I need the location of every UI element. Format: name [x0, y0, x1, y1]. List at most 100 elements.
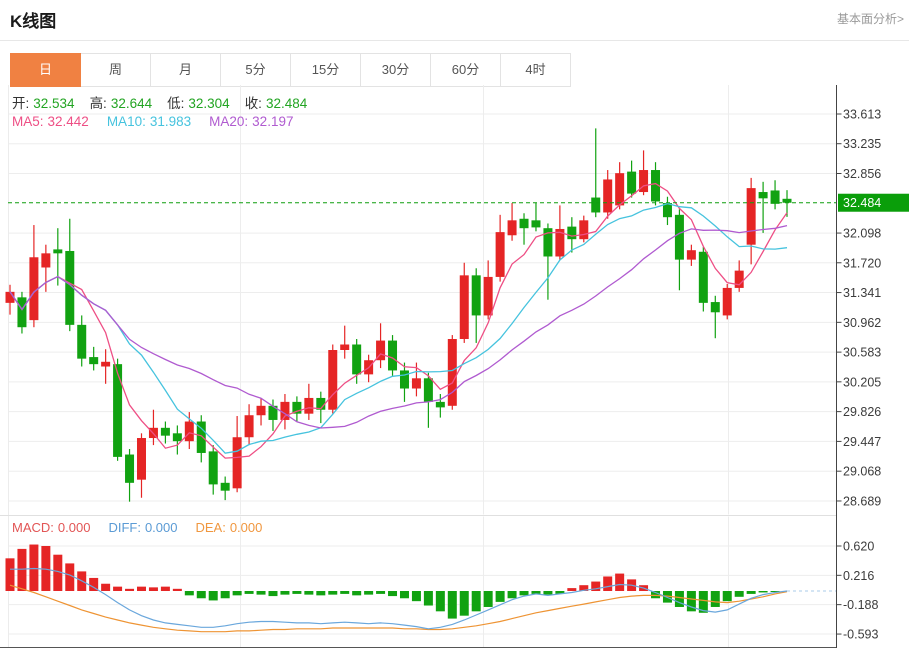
diff-line: [10, 567, 788, 630]
fundamental-analysis-link[interactable]: 基本面分析>: [836, 12, 904, 26]
macd-bar: [459, 591, 469, 616]
macd-bar: [435, 591, 445, 612]
macd-bar: [543, 591, 553, 595]
macd-bar: [399, 591, 409, 599]
candle-body: [17, 297, 27, 328]
macd-bar: [674, 591, 684, 607]
macd-bar: [722, 591, 732, 602]
price-axis-label: 30.583: [843, 346, 881, 360]
price-axis-label: 30.962: [843, 316, 881, 330]
candles-layer: [5, 128, 792, 502]
macd-bar: [328, 591, 338, 595]
page-title: K线图: [10, 12, 57, 31]
macd-bar: [662, 591, 672, 603]
macd-bar: [615, 573, 625, 591]
candle-body: [268, 405, 278, 420]
macd-bar: [579, 585, 589, 591]
ma20-line: [9, 224, 788, 429]
price-axis-label: 28.689: [843, 494, 881, 508]
macd-bar: [220, 591, 230, 599]
candle-body: [41, 253, 51, 268]
macd-bar: [734, 591, 744, 597]
macd-bar: [603, 576, 613, 591]
candle-body: [543, 228, 553, 257]
candle-body: [770, 190, 780, 204]
candle-body: [101, 361, 111, 367]
candle-body: [304, 397, 314, 414]
dea-line: [9, 584, 788, 633]
candle-body: [125, 454, 135, 483]
macd-legend: MACD: 0.000 DIFF: 0.000 DEA: 0.000: [12, 520, 262, 535]
candle-body: [53, 249, 63, 254]
candle-body: [29, 257, 39, 321]
candle-body: [328, 350, 338, 410]
macd-bar: [388, 591, 398, 597]
candle-body: [77, 324, 87, 359]
gridlines: [0, 85, 836, 648]
macd-bar: [758, 591, 768, 593]
candle-body: [531, 220, 541, 228]
candle-body: [447, 339, 457, 406]
tab-月[interactable]: 月: [151, 53, 221, 87]
candle-body: [698, 251, 708, 303]
kline-chart-canvas[interactable]: 33.613 33.235 32.856 32.098 31.720 31.341 30.9…: [0, 85, 909, 649]
legend-item: MACD: 0.000: [12, 520, 91, 535]
macd-bar: [41, 545, 51, 591]
tab-15分[interactable]: 15分: [291, 53, 361, 87]
candle-body: [662, 203, 672, 218]
candle-body: [160, 427, 170, 436]
tab-日[interactable]: 日: [10, 53, 81, 87]
candle-body: [376, 340, 386, 361]
y-axis: 33.613 33.235 32.856 32.098 31.720 31.341 30.9…: [0, 85, 881, 648]
candle-body: [567, 226, 577, 240]
macd-bar: [710, 591, 720, 607]
macd-bar: [340, 591, 350, 594]
macd-bar: [113, 586, 123, 591]
macd-bar: [495, 591, 505, 602]
price-axis-label: 32.098: [843, 227, 881, 241]
macd-bar: [423, 591, 433, 606]
candle-body: [220, 482, 230, 491]
tab-60分[interactable]: 60分: [431, 53, 501, 87]
macd-bar: [29, 544, 39, 591]
macd-bar: [268, 591, 278, 597]
candle-body: [722, 287, 732, 316]
macd-bar: [352, 591, 362, 596]
macd-bar: [89, 577, 99, 591]
tab-4时[interactable]: 4时: [501, 53, 571, 87]
macd-bar: [101, 583, 111, 591]
tab-30分[interactable]: 30分: [361, 53, 431, 87]
candle-body: [89, 357, 99, 365]
macd-bar: [53, 554, 63, 591]
macd-bar: [555, 591, 565, 594]
ma5-line: [9, 182, 788, 459]
candle-body: [232, 437, 242, 489]
macd-bar: [376, 591, 386, 594]
price-axis-label: 32.856: [843, 167, 881, 181]
macd-bar: [304, 591, 314, 595]
candle-body: [208, 451, 218, 485]
ohlc-legend: 开: 32.534 高: 32.644 低: 32.304 收: 32.484: [12, 92, 307, 112]
candle-body: [603, 179, 613, 213]
ma10-line: [9, 202, 788, 454]
header-divider: [0, 40, 909, 41]
candle-body: [579, 220, 589, 240]
price-axis-label: 29.447: [843, 435, 881, 449]
current-price-tag: 32.484: [838, 193, 909, 212]
candle-body: [411, 378, 421, 389]
macd-bar: [65, 563, 75, 591]
tab-5分[interactable]: 5分: [221, 53, 291, 87]
candle-body: [674, 214, 684, 260]
candle-body: [495, 232, 505, 277]
candle-body: [627, 171, 637, 194]
macd-bar: [125, 588, 135, 591]
price-axis-label: 31.720: [843, 256, 881, 270]
tab-周[interactable]: 周: [81, 53, 151, 87]
legend-item: 开: 32.534: [12, 96, 75, 111]
macd-bar: [136, 586, 146, 591]
macd-bar: [244, 591, 254, 594]
candle-body: [399, 370, 409, 389]
candle-body: [136, 438, 146, 480]
candle-body: [483, 276, 493, 316]
candle-body: [184, 421, 194, 442]
